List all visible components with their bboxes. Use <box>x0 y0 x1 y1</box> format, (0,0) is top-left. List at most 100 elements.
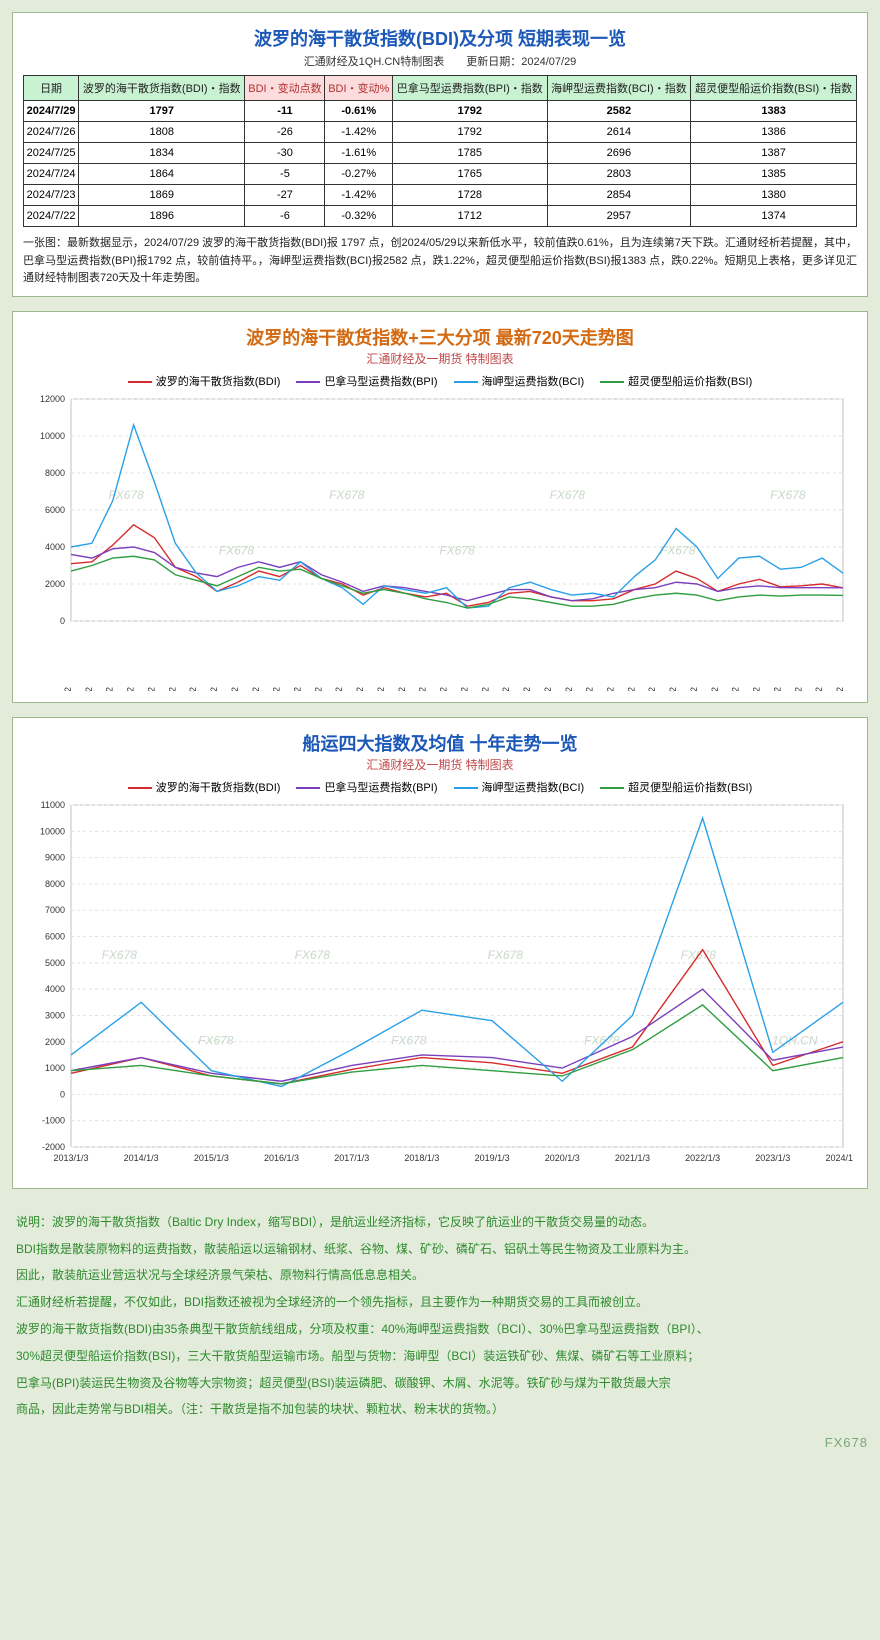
svg-text:2022/4/22: 2022/4/22 <box>272 687 282 691</box>
legend-item: 超灵便型船运价指数(BSI) <box>600 373 752 389</box>
table-cell: -26 <box>245 122 325 143</box>
table-cell: 1792 <box>393 101 547 122</box>
col-header: 日期 <box>24 76 79 101</box>
svg-text:2022/12/22: 2022/12/22 <box>439 687 449 691</box>
svg-text:5000: 5000 <box>45 958 65 968</box>
svg-text:2022/3/22: 2022/3/22 <box>251 687 261 691</box>
svg-text:0: 0 <box>60 616 65 626</box>
table-cell: -1.61% <box>325 143 393 164</box>
table-cell: 1896 <box>79 206 245 227</box>
svg-text:3000: 3000 <box>45 1010 65 1020</box>
footer-line: 汇通财经析若提醒，不仅如此，BDI指数还被视为全球经济的一个领先指标，且主要作为… <box>16 1291 864 1314</box>
table-cell: 2024/7/24 <box>24 164 79 185</box>
svg-text:11000: 11000 <box>41 800 65 810</box>
table-cell: 1712 <box>393 206 547 227</box>
table-row: 2024/7/231869-27-1.42%172828541380 <box>24 185 857 206</box>
svg-text:2021/11/22: 2021/11/22 <box>167 687 177 691</box>
table-cell: 2024/7/25 <box>24 143 79 164</box>
table-row: 2024/7/251834-30-1.61%178526961387 <box>24 143 857 164</box>
svg-text:2023/7/22: 2023/7/22 <box>585 687 595 691</box>
footer-line: 波罗的海干散货指数(BDI)由35条典型干散货航线组成，分项及权重：40%海岬型… <box>16 1318 864 1341</box>
footer-line: 商品，因此走势常与BDI相关。（注：干散货是指不加包装的块状、颗粒状、粉末状的货… <box>16 1398 864 1421</box>
svg-text:2024/7/22: 2024/7/22 <box>835 687 845 691</box>
svg-text:2000: 2000 <box>45 1037 65 1047</box>
chart-10y-legend: 波罗的海干散货指数(BDI)巴拿马型运费指数(BPI)海岬型运费指数(BCI)超… <box>23 779 857 795</box>
table-cell: 1834 <box>79 143 245 164</box>
svg-text:2015/1/3: 2015/1/3 <box>194 1153 229 1163</box>
footer-line: BDI指数是散装原物料的运费指数，散装船运以运输钢材、纸浆、谷物、煤、矿砂、磷矿… <box>16 1238 864 1261</box>
table-subtitle: 汇通财经及1QH.CN特制图表 更新日期：2024/07/29 <box>23 53 857 69</box>
col-header: 波罗的海干散货指数(BDI)・指数 <box>79 76 245 101</box>
svg-text:6000: 6000 <box>45 505 65 515</box>
svg-text:2024/1/22: 2024/1/22 <box>710 687 720 691</box>
table-cell: 1785 <box>393 143 547 164</box>
footer-explanation: 说明：波罗的海干散货指数（Baltic Dry Index，缩写BDI），是航运… <box>12 1203 868 1429</box>
svg-text:1000: 1000 <box>45 1063 65 1073</box>
legend-item: 巴拿马型运费指数(BPI) <box>296 779 437 795</box>
svg-text:2021/1/3: 2021/1/3 <box>615 1153 650 1163</box>
svg-text:4000: 4000 <box>45 542 65 552</box>
svg-text:FX678: FX678 <box>219 543 255 557</box>
chart-720-plot: 0200040006000800010000120002021/6/222021… <box>23 391 857 694</box>
col-header: 巴拿马型运费指数(BPI)・指数 <box>393 76 547 101</box>
table-cell: 2854 <box>547 185 691 206</box>
svg-text:10000: 10000 <box>40 826 65 836</box>
table-cell: 1387 <box>691 143 857 164</box>
svg-text:FX678: FX678 <box>550 488 586 502</box>
table-cell: -0.61% <box>325 101 393 122</box>
svg-text:12000: 12000 <box>40 394 65 404</box>
svg-text:2023/10/22: 2023/10/22 <box>647 687 657 691</box>
table-cell: 1765 <box>393 164 547 185</box>
table-cell: 1383 <box>691 101 857 122</box>
svg-text:2023/9/22: 2023/9/22 <box>626 687 636 691</box>
table-row: 2024/7/241864-5-0.27%176528031385 <box>24 164 857 185</box>
svg-text:2022/9/22: 2022/9/22 <box>376 687 386 691</box>
svg-text:2022/5/22: 2022/5/22 <box>293 687 303 691</box>
chart-720-panel: 波罗的海干散货指数+三大分项 最新720天走势图 汇通财经及一期货 特制图表 波… <box>12 311 868 703</box>
table-cell: -11 <box>245 101 325 122</box>
svg-text:2022/1/3: 2022/1/3 <box>685 1153 720 1163</box>
table-cell: -0.27% <box>325 164 393 185</box>
legend-item: 超灵便型船运价指数(BSI) <box>600 779 752 795</box>
svg-text:2019/1/3: 2019/1/3 <box>475 1153 510 1163</box>
svg-text:2024/6/22: 2024/6/22 <box>814 687 824 691</box>
col-header: BDI・变动点数 <box>245 76 325 101</box>
footer-line: 说明：波罗的海干散货指数（Baltic Dry Index，缩写BDI），是航运… <box>16 1211 864 1234</box>
svg-text:2021/6/22: 2021/6/22 <box>63 687 73 691</box>
svg-text:6000: 6000 <box>45 931 65 941</box>
chart-720-legend: 波罗的海干散货指数(BDI)巴拿马型运费指数(BPI)海岬型运费指数(BCI)超… <box>23 373 857 389</box>
svg-text:8000: 8000 <box>45 468 65 478</box>
chart-10y-plot: -2000-1000010002000300040005000600070008… <box>23 797 857 1180</box>
svg-text:2018/1/3: 2018/1/3 <box>404 1153 439 1163</box>
svg-text:9000: 9000 <box>45 852 65 862</box>
svg-text:FX678: FX678 <box>198 1033 234 1047</box>
svg-text:FX678: FX678 <box>770 488 806 502</box>
svg-text:0: 0 <box>60 1089 65 1099</box>
table-panel: 波罗的海干散货指数(BDI)及分项 短期表现一览 汇通财经及1QH.CN特制图表… <box>12 12 868 297</box>
legend-item: 海岬型运费指数(BCI) <box>454 779 585 795</box>
table-cell: 2024/7/23 <box>24 185 79 206</box>
footer-line: 因此，散装航运业营运状况与全球经济景气荣枯、原物料行情高低息息相关。 <box>16 1264 864 1287</box>
svg-text:FX678: FX678 <box>391 1033 427 1047</box>
svg-text:FX678: FX678 <box>295 948 331 962</box>
svg-text:2021/9/22: 2021/9/22 <box>126 687 136 691</box>
table-cell: 1374 <box>691 206 857 227</box>
table-cell: -6 <box>245 206 325 227</box>
table-cell: 2614 <box>547 122 691 143</box>
table-cell: 2582 <box>547 101 691 122</box>
col-header: BDI・变动% <box>325 76 393 101</box>
table-cell: -27 <box>245 185 325 206</box>
svg-text:FX678: FX678 <box>488 948 524 962</box>
chart-10y-subtitle: 汇通财经及一期货 特制图表 <box>23 756 857 773</box>
table-row: 2024/7/221896-6-0.32%171229571374 <box>24 206 857 227</box>
legend-item: 海岬型运费指数(BCI) <box>454 373 585 389</box>
col-header: 海岬型运费指数(BCI)・指数 <box>547 76 691 101</box>
svg-text:2024/5/22: 2024/5/22 <box>793 687 803 691</box>
svg-text:10000: 10000 <box>40 431 65 441</box>
svg-text:2016/1/3: 2016/1/3 <box>264 1153 299 1163</box>
svg-text:2022/1/22: 2022/1/22 <box>209 687 219 691</box>
table-cell: -1.42% <box>325 122 393 143</box>
svg-text:2023/8/22: 2023/8/22 <box>605 687 615 691</box>
table-cell: 2696 <box>547 143 691 164</box>
legend-item: 波罗的海干散货指数(BDI) <box>128 373 281 389</box>
